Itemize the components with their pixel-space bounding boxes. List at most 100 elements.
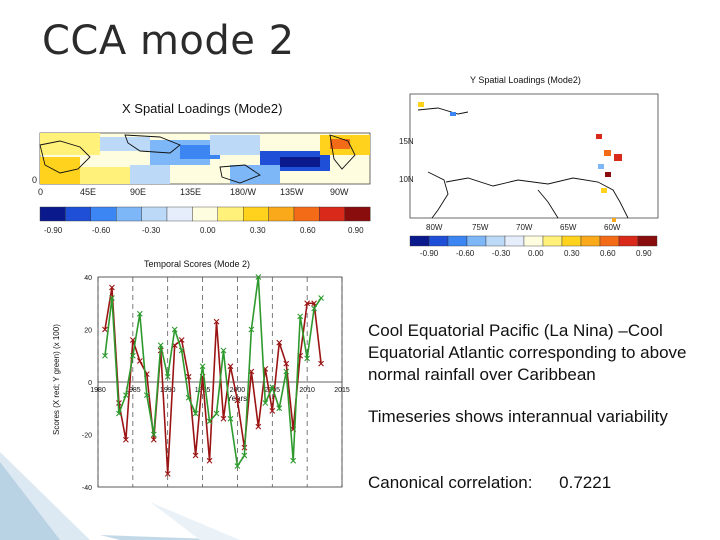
colorbar-swatch: [115, 206, 142, 222]
colorbar-swatch: [447, 235, 468, 247]
series-point-y: [311, 305, 318, 312]
x-map-colorbar: [39, 206, 371, 222]
series-point-x: [227, 363, 234, 370]
series-point-y: [213, 410, 220, 417]
x-tick-label: 2000: [230, 387, 246, 394]
x-tick-label: 1985: [125, 387, 141, 394]
x-spatial-loadings-map: X Spatial Loadings (Mode2) 0 0 45E 90E 1…: [32, 101, 371, 235]
x-tick-label: 2015: [334, 387, 350, 394]
series-point-y: [102, 352, 108, 359]
colorbar-swatch: [618, 235, 639, 247]
y-map-field: [409, 93, 659, 222]
colorbar-swatch: [293, 206, 320, 222]
series-point-y: [297, 313, 304, 320]
x-map-lon-label: 0: [38, 187, 43, 197]
series-point-y: [269, 384, 276, 391]
colorbar-swatch: [268, 206, 295, 222]
x-tick-label: 1990: [160, 387, 176, 394]
y-map-lon-label: 60W: [604, 223, 621, 232]
series-point-y: [234, 463, 241, 469]
series-point-x: [185, 373, 192, 380]
y-map-colorbar: [409, 235, 658, 247]
x-tick-label: 1980: [90, 387, 106, 394]
series-line-y: [104, 276, 322, 469]
x-tick-label: 2010: [299, 387, 315, 394]
chart-ylabel: Scores (X red; Y green) (x 100): [52, 324, 61, 435]
series-point-x: [164, 470, 171, 477]
colorbar-swatch: [192, 206, 218, 222]
colorbar-swatch: [542, 235, 563, 247]
corner-decoration: [0, 452, 240, 540]
series-point-y: [220, 347, 227, 354]
x-map-title: X Spatial Loadings (Mode2): [122, 101, 282, 116]
series-point-x: [122, 436, 129, 443]
series-point-y: [109, 295, 115, 301]
temporal-scores-chart: Temporal Scores (Mode 2) Scores (X red; …: [44, 255, 364, 510]
colorbar-swatch: [242, 206, 269, 222]
x-colorbar-label: 0.30: [250, 226, 266, 235]
x-colorbar-label: 0.00: [200, 226, 216, 235]
series-point-x: [102, 326, 108, 333]
series-point-y: [304, 355, 311, 362]
series-point-y: [116, 410, 122, 417]
series-point-y: [290, 457, 297, 464]
series-point-x: [150, 436, 157, 443]
x-colorbar-label: -0.60: [92, 226, 111, 235]
colorbar-swatch: [217, 206, 244, 222]
colorbar-swatch: [39, 206, 66, 222]
x-map-lon-label: 180/W: [230, 187, 257, 197]
slide-title: CCA mode 2: [42, 18, 295, 64]
y-map-lon-label: 80W: [426, 223, 443, 232]
y-tick-label: 0: [88, 380, 92, 387]
series-point-x: [276, 339, 283, 346]
x-map-lon-label: 135E: [180, 187, 201, 197]
colorbar-swatch: [65, 206, 92, 222]
x-map-lon-label: 90W: [330, 187, 349, 197]
x-map-lon-label: 45E: [80, 187, 96, 197]
series-point-y: [129, 352, 136, 359]
canonical-correlation: Canonical correlation: 0.7221: [368, 472, 668, 494]
series-point-x: [206, 457, 213, 464]
series-point-x: [255, 423, 262, 430]
series-point-x: [136, 358, 143, 364]
y-tick-label: -40: [82, 485, 92, 492]
canonical-correlation-label: Canonical correlation:: [368, 473, 533, 492]
y-colorbar-label: 0.30: [564, 249, 580, 258]
series-point-y: [248, 326, 255, 333]
description-text: Cool Equatorial Pacific (La Nina) –Cool …: [368, 321, 687, 384]
x-colorbar-label: 0.90: [348, 226, 364, 235]
colorbar-swatch: [485, 235, 506, 247]
series-point-y: [255, 274, 262, 280]
x-colorbar-label: 0.60: [300, 226, 316, 235]
colorbar-swatch: [141, 206, 168, 222]
colorbar-swatch: [90, 206, 117, 222]
x-map-lon-label: 135W: [280, 187, 304, 197]
series-point-x: [109, 284, 115, 291]
series-point-y: [283, 368, 290, 375]
series-point-y: [241, 452, 248, 459]
y-map-lon-label: 70W: [516, 223, 533, 232]
y-colorbar-label: 0.90: [636, 249, 652, 258]
colorbar-swatch: [504, 235, 525, 247]
y-colorbar-label: -0.90: [420, 249, 439, 258]
y-colorbar-label: 0.60: [600, 249, 616, 258]
x-colorbar-label: -0.30: [142, 226, 161, 235]
series-point-y: [122, 392, 129, 399]
timeseries-note: Timeseries shows interannual variability: [368, 407, 668, 426]
series-point-x: [213, 318, 220, 325]
series-point-y: [206, 418, 213, 425]
series-point-x: [318, 360, 324, 367]
series-point-y: [171, 326, 178, 333]
series-point-y: [178, 347, 185, 354]
series-point-y: [199, 363, 206, 370]
chart-title: Temporal Scores (Mode 2): [144, 259, 250, 269]
y-tick-label: 40: [84, 275, 92, 282]
colorbar-swatch: [523, 235, 544, 247]
colorbar-swatch: [580, 235, 601, 247]
y-tick-label: 20: [84, 328, 92, 335]
colorbar-swatch: [637, 235, 658, 247]
series-point-x: [283, 360, 290, 367]
y-map-lat-label: 10N: [399, 175, 414, 184]
series-point-y: [143, 392, 150, 399]
colorbar-swatch: [319, 206, 345, 222]
